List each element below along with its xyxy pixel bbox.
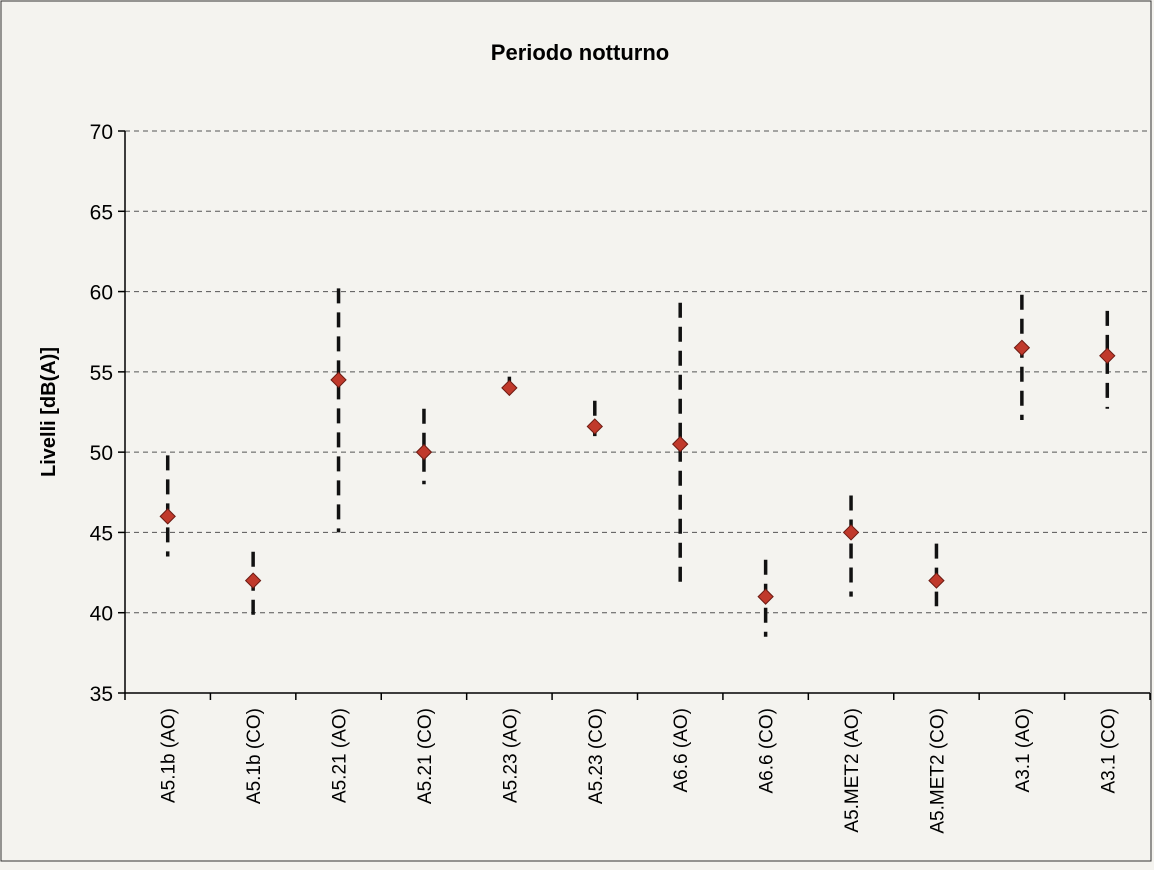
- y-tick-label: 35: [90, 683, 113, 706]
- data-point: [928, 572, 945, 589]
- data-points: [159, 339, 1116, 605]
- x-tick-label: A6.6 (CO): [757, 708, 778, 794]
- data-point: [159, 508, 176, 525]
- y-tick-label: 60: [90, 282, 113, 305]
- data-point: [330, 371, 347, 389]
- x-tick-labels: A5.1b (AO) A5.1b (CO) A5.21 (AO) A5.21 (CO)…: [159, 708, 1120, 834]
- data-point: [1013, 339, 1031, 356]
- y-tick-label: 55: [90, 362, 113, 385]
- data-point: [501, 379, 518, 397]
- x-tick-label: A5.MET2 (AO): [842, 708, 863, 833]
- y-tick-label: 45: [90, 522, 113, 545]
- x-tick-label: A5.23 (CO): [586, 708, 607, 804]
- x-tick-label: A5.1b (AO): [159, 708, 180, 803]
- data-point: [757, 588, 774, 605]
- x-tick-label: A5.21 (AO): [330, 708, 351, 803]
- x-tick-label: A5.21 (CO): [415, 708, 436, 804]
- y-tick-label: 50: [90, 442, 113, 465]
- x-tick-label: A3.1 (AO): [1013, 708, 1034, 792]
- data-point: [672, 435, 689, 453]
- x-tick-label: A5.1b (CO): [244, 708, 265, 804]
- y-tick-label: 40: [90, 603, 113, 626]
- data-point: [244, 572, 262, 589]
- y-tick-label: 65: [90, 201, 113, 224]
- y-tick-label: 70: [90, 121, 113, 144]
- x-tick-label: A6.6 (AO): [671, 708, 692, 792]
- gridlines: [125, 130, 1150, 614]
- chart-title: Periodo notturno: [491, 40, 669, 65]
- range-bars: [165, 288, 1110, 637]
- data-point: [586, 418, 603, 435]
- data-point: [415, 443, 433, 461]
- x-tick-label: A3.1 (CO): [1098, 708, 1119, 794]
- x-tick-label: A5.23 (AO): [500, 708, 521, 803]
- data-point: [842, 524, 860, 541]
- y-tick-labels: 35 40 45 50 55 60 65 70: [90, 121, 113, 706]
- x-tick-label: A5.MET2 (CO): [927, 708, 948, 834]
- data-point: [1099, 347, 1116, 365]
- axes: [118, 130, 1151, 700]
- y-axis-label: Livelli [dB(A)]: [38, 347, 60, 477]
